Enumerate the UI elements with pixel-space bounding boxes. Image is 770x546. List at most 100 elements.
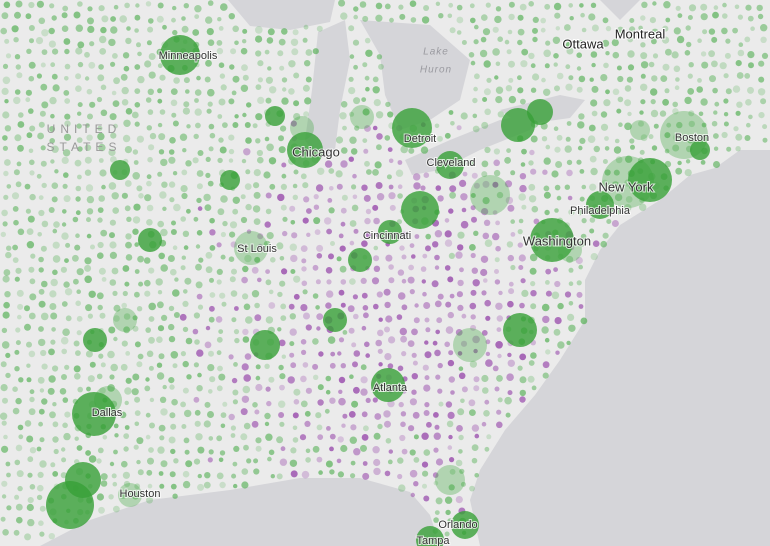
dot [266, 143, 274, 152]
dot [216, 472, 224, 480]
dot [159, 109, 166, 115]
dot [3, 434, 8, 440]
dot [38, 300, 46, 308]
dot [723, 121, 729, 127]
dot [173, 203, 181, 212]
dot [542, 361, 550, 369]
dot [544, 63, 550, 69]
dot [662, 36, 670, 44]
dot [96, 96, 103, 103]
dot [62, 5, 69, 12]
dot [688, 110, 695, 117]
dot [280, 303, 287, 310]
dot [482, 232, 490, 240]
dot [473, 182, 480, 189]
dot [723, 98, 729, 104]
dot [435, 1, 441, 6]
dot [162, 24, 167, 30]
dot [484, 446, 490, 452]
dot [52, 48, 59, 55]
dot [49, 126, 56, 132]
dot [505, 85, 513, 92]
dot [2, 63, 9, 69]
dot [448, 208, 454, 214]
dot [497, 353, 502, 359]
dot [179, 133, 188, 141]
dot [14, 89, 21, 95]
dot [566, 47, 574, 55]
dot [551, 291, 560, 300]
dot [183, 437, 190, 444]
dot [300, 245, 308, 253]
dot [52, 421, 59, 428]
dot [278, 412, 285, 418]
dot [76, 315, 83, 322]
dot [267, 66, 272, 71]
dot [325, 460, 333, 468]
dot [532, 73, 540, 81]
dot [134, 269, 140, 274]
dot [433, 447, 439, 453]
dot [630, 144, 635, 150]
dot [496, 375, 503, 382]
dot [613, 169, 620, 176]
dot [590, 99, 598, 107]
dot [228, 256, 235, 263]
dot [0, 27, 7, 35]
dot [651, 145, 658, 151]
dot [209, 305, 215, 312]
dot [39, 388, 45, 393]
dot [28, 1, 35, 9]
dot [182, 107, 190, 115]
dot [581, 27, 587, 33]
dot [244, 183, 252, 191]
dot [640, 134, 648, 142]
dot [124, 180, 132, 187]
dot [124, 387, 132, 395]
dot [207, 411, 214, 418]
dot [172, 5, 177, 11]
dot [208, 389, 213, 394]
dot [375, 14, 383, 22]
dot [316, 456, 323, 463]
dot [101, 184, 106, 190]
dot [255, 35, 263, 43]
dot [498, 290, 503, 296]
dot [434, 300, 442, 308]
dot [208, 316, 215, 323]
dot [218, 329, 224, 334]
dot [566, 121, 572, 126]
dot [28, 75, 35, 82]
dot [41, 182, 47, 189]
dot [289, 341, 295, 347]
dot [472, 113, 478, 119]
dot [449, 468, 456, 475]
dot [14, 494, 20, 500]
dot [203, 193, 211, 202]
dot [411, 373, 418, 380]
dot [120, 363, 128, 371]
dot [510, 232, 516, 237]
dot [254, 26, 263, 34]
dot [146, 125, 152, 131]
dot [520, 162, 526, 167]
dot [88, 455, 97, 463]
dot [221, 301, 227, 307]
dot [62, 209, 67, 214]
dot [77, 146, 83, 152]
dot [301, 470, 310, 479]
dot [400, 145, 409, 154]
dot [97, 217, 103, 223]
dot [276, 242, 284, 250]
dot [374, 161, 382, 169]
dot [252, 205, 261, 213]
dot [179, 313, 187, 321]
dot [149, 422, 155, 429]
dot [135, 3, 140, 8]
dot [265, 97, 272, 104]
dot [473, 348, 478, 354]
dot [568, 208, 575, 216]
dot [450, 121, 455, 126]
dot [240, 84, 249, 93]
bubble [46, 481, 94, 529]
